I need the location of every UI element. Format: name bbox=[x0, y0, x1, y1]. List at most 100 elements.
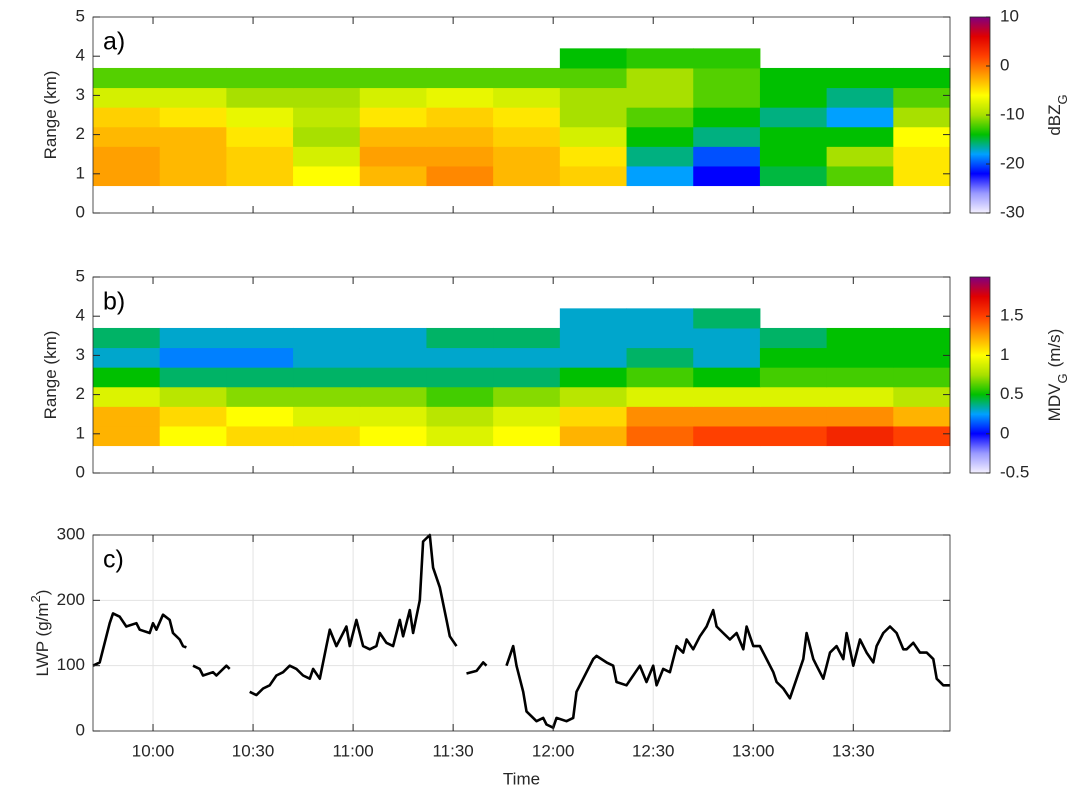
heat-cell bbox=[93, 406, 161, 427]
colorbar-tick-label: 1.5 bbox=[1000, 306, 1024, 325]
heat-cell bbox=[159, 386, 227, 407]
colorbar-tick-label: 0 bbox=[1000, 423, 1009, 442]
heat-cell bbox=[759, 425, 828, 447]
heat-cell bbox=[559, 67, 628, 89]
heat-cell bbox=[159, 425, 227, 447]
heat-cell bbox=[693, 146, 761, 167]
heat-cell bbox=[226, 386, 294, 407]
heat-cell bbox=[759, 107, 828, 128]
heat-cell bbox=[226, 347, 294, 368]
heat-cell bbox=[826, 367, 894, 388]
heat-cell bbox=[426, 126, 494, 147]
heat-cell bbox=[693, 347, 761, 368]
heat-cell bbox=[226, 146, 294, 167]
heat-cell bbox=[893, 406, 951, 427]
y-tick-label: 300 bbox=[57, 524, 85, 543]
colorbar-label-main: MDV bbox=[1045, 383, 1064, 421]
heat-cell bbox=[293, 327, 361, 349]
heat-cell bbox=[426, 165, 494, 187]
heat-cell bbox=[493, 347, 561, 368]
heat-cell bbox=[159, 107, 227, 128]
heat-cell bbox=[93, 367, 161, 388]
colorbar-tick-label: -10 bbox=[1000, 104, 1025, 123]
heat-cell bbox=[226, 406, 294, 427]
heat-cell bbox=[693, 308, 761, 329]
y-tick-label: 5 bbox=[76, 266, 85, 285]
heat-cell bbox=[893, 87, 951, 108]
y-tick-label: 200 bbox=[57, 590, 85, 609]
y-tick-label: 2 bbox=[76, 124, 85, 143]
heat-cell bbox=[426, 347, 494, 368]
heat-cell bbox=[226, 367, 294, 388]
heat-cell bbox=[359, 126, 427, 147]
heat-cell bbox=[493, 327, 561, 349]
heat-cell bbox=[226, 87, 294, 108]
heat-cell bbox=[93, 347, 161, 368]
heat-cell bbox=[826, 347, 894, 368]
y-tick-label: 3 bbox=[76, 345, 85, 364]
heat-cell bbox=[493, 87, 561, 108]
heat-cell bbox=[359, 146, 427, 167]
heat-cell bbox=[559, 347, 628, 368]
heat-cell bbox=[693, 406, 761, 427]
y-axis-label-main: LWP (g/m bbox=[33, 602, 52, 676]
colorbar-tick-label: 1 bbox=[1000, 345, 1009, 364]
heat-cell bbox=[426, 327, 494, 349]
x-tick-label: 11:30 bbox=[432, 741, 473, 760]
heat-cell bbox=[159, 87, 227, 108]
heat-cell bbox=[759, 386, 828, 407]
axes-box bbox=[92, 16, 951, 214]
heat-cell bbox=[626, 425, 694, 447]
heat-cell bbox=[226, 327, 294, 349]
y-tick-label: 4 bbox=[76, 46, 85, 65]
heat-cell bbox=[293, 367, 361, 388]
panel-label: b) bbox=[103, 288, 125, 316]
heat-cell bbox=[826, 146, 894, 167]
y-tick-label: 0 bbox=[76, 462, 85, 481]
heat-cell bbox=[826, 386, 894, 407]
heat-cell bbox=[826, 107, 894, 128]
heat-cell bbox=[226, 126, 294, 147]
colorbar-label-sub: G bbox=[1055, 94, 1070, 104]
heat-cell bbox=[359, 425, 427, 447]
heat-cell bbox=[559, 386, 628, 407]
heat-cell bbox=[493, 67, 561, 89]
heat-cell bbox=[93, 386, 161, 407]
heat-cell bbox=[293, 146, 361, 167]
heat-cell bbox=[93, 146, 161, 167]
y-axis-label-sup: 2 bbox=[28, 595, 43, 602]
colorbar-tick-label: -20 bbox=[1000, 153, 1025, 172]
heat-cell bbox=[293, 347, 361, 368]
heat-cell bbox=[159, 165, 227, 187]
heat-cell bbox=[559, 406, 628, 427]
heat-cell bbox=[893, 126, 951, 147]
heat-cell bbox=[626, 126, 694, 147]
heat-cell bbox=[159, 347, 227, 368]
heat-cell bbox=[93, 87, 161, 108]
y-axis-label-main: Range (km) bbox=[41, 331, 60, 420]
lwp-line bbox=[92, 533, 950, 729]
colorbar-tick-label: 0 bbox=[1000, 55, 1009, 74]
heat-cell bbox=[693, 48, 761, 69]
heat-cell bbox=[893, 327, 951, 349]
heat-cell bbox=[293, 386, 361, 407]
heat-cell bbox=[893, 67, 951, 89]
heat-cell bbox=[559, 87, 628, 108]
heat-cell bbox=[626, 308, 694, 329]
heat-cell bbox=[693, 367, 761, 388]
heat-cell bbox=[426, 406, 494, 427]
heat-cell bbox=[293, 67, 361, 89]
heat-cell bbox=[226, 67, 294, 89]
y-tick-label: 0 bbox=[76, 720, 85, 739]
heat-cell bbox=[493, 406, 561, 427]
y-axis-label-end: ) bbox=[33, 590, 52, 596]
axes-box bbox=[92, 276, 951, 474]
heat-cell bbox=[426, 367, 494, 388]
heat-cell bbox=[693, 126, 761, 147]
heat-cell bbox=[226, 165, 294, 187]
heat-cell bbox=[759, 327, 828, 349]
heat-cell bbox=[759, 347, 828, 368]
heat-cell bbox=[693, 87, 761, 108]
panel bbox=[93, 277, 951, 473]
